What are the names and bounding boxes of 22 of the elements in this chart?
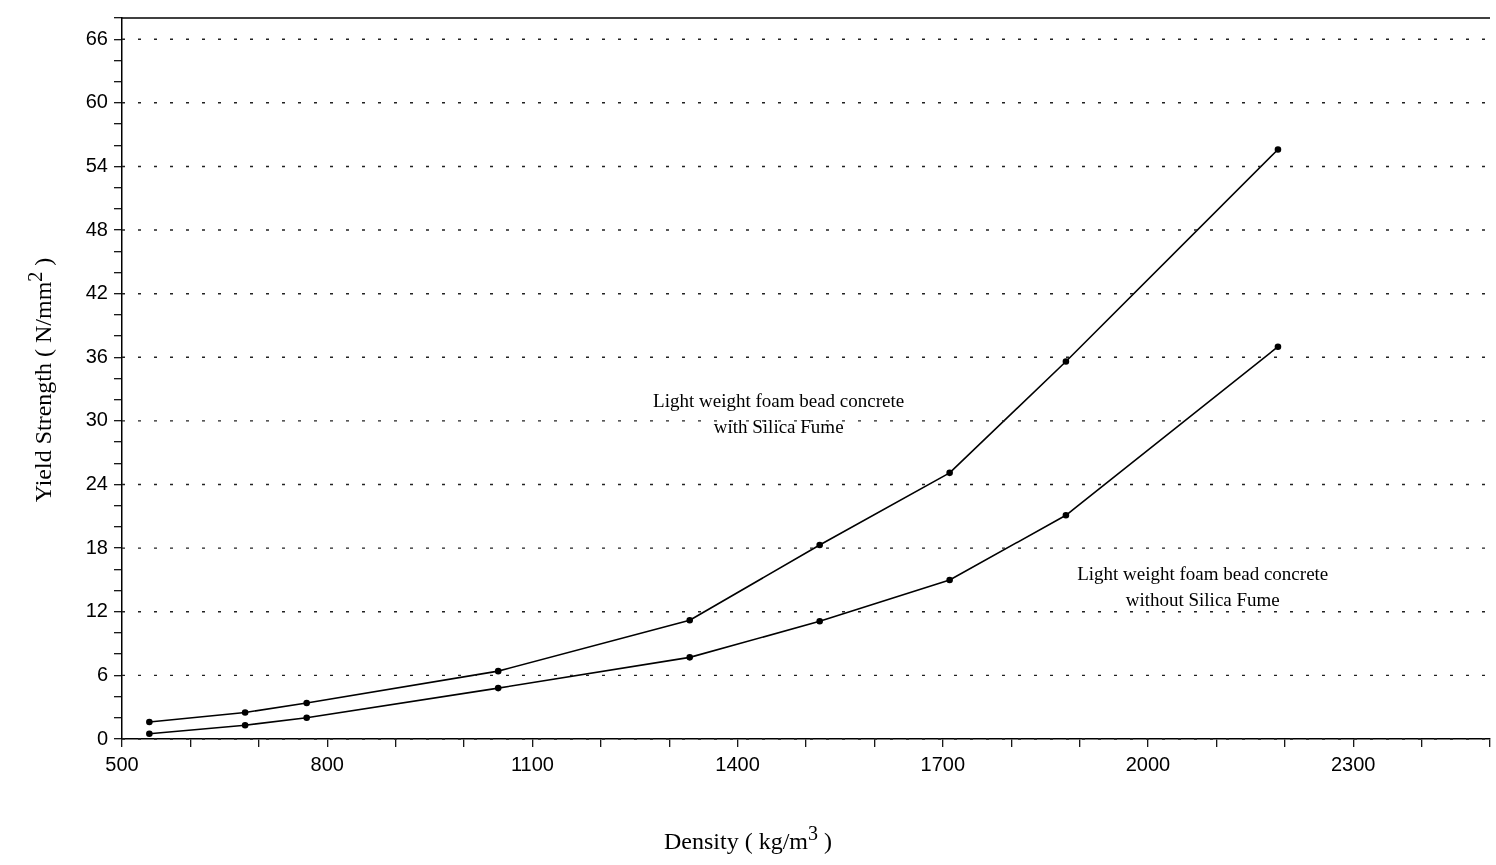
- y-tick-label: 30: [85, 408, 108, 431]
- y-tick-label: 12: [85, 599, 108, 622]
- annotation: Light weight foam bead concrete with Silica Fume: [653, 389, 905, 437]
- y-tick-label: 60: [85, 90, 108, 113]
- x-tick-label: 2000: [1125, 752, 1171, 775]
- x-tick-label: 800: [310, 752, 344, 775]
- y-tick-label: 24: [85, 472, 108, 495]
- x-tick-label: 2300: [1330, 752, 1376, 775]
- y-tick-label: 18: [85, 535, 108, 558]
- y-tick-label: 66: [85, 26, 108, 49]
- x-tick-label: 1100: [510, 752, 554, 775]
- x-tick-label: 500: [105, 752, 139, 775]
- annotation: Light weight foam bead concrete without Silica Fume: [1077, 562, 1329, 610]
- x-tick-label: 1400: [715, 752, 760, 775]
- y-tick-label: 0: [96, 726, 108, 749]
- y-tick-label: 48: [85, 217, 108, 240]
- y-tick-label: 54: [85, 153, 108, 176]
- y-tick-label: 6: [96, 662, 108, 685]
- y-tick-label: 36: [85, 344, 108, 367]
- x-axis-title: Density ( kg/m$^{3}$ ): [663, 822, 833, 855]
- x-tick-label: 1700: [920, 752, 966, 775]
- y-tick-label: 42: [85, 281, 108, 304]
